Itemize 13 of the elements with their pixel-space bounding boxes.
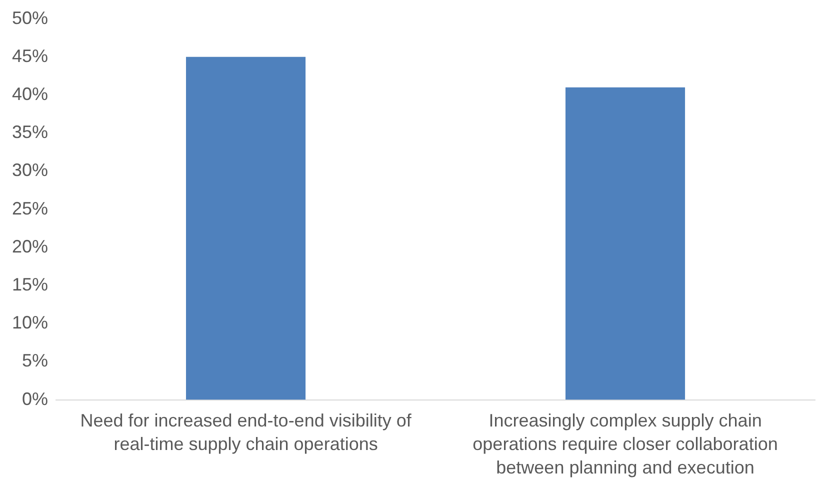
y-tick-label: 35% (12, 122, 48, 142)
y-tick-label: 10% (12, 312, 48, 333)
x-tick-label: Need for increased end-to-end visibility of real-time supply chain operations (80, 410, 412, 454)
y-tick-label: 50% (12, 8, 48, 28)
y-tick-label: 30% (12, 160, 48, 180)
y-tick-label: 25% (12, 198, 48, 218)
y-tick-label: 40% (12, 84, 48, 104)
x-tick-label: Increasingly complex supply chain operations require closer collaboration between planning and execution (472, 410, 778, 478)
y-tick-label: 15% (12, 274, 48, 294)
y-tick-label: 0% (22, 388, 48, 409)
y-tick-label: 20% (12, 236, 48, 256)
y-tick-label: 5% (22, 350, 48, 371)
y-tick-label: 45% (12, 46, 48, 66)
